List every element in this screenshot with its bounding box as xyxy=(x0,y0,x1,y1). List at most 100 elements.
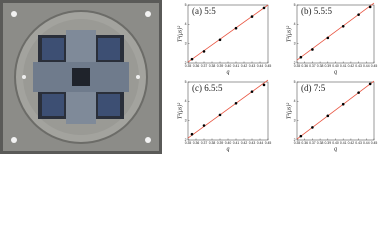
x-tick-label: 0.45 xyxy=(265,141,272,145)
x-tick-label: 0.40 xyxy=(225,64,232,68)
chart-title: (c) 6.5:5 xyxy=(192,83,223,93)
point xyxy=(262,83,266,87)
x-tick-label: 0.42 xyxy=(241,141,248,145)
point xyxy=(262,6,266,10)
point xyxy=(218,113,222,117)
y-tick-label: 2 xyxy=(294,61,296,65)
fit-line xyxy=(187,4,269,63)
x-tick-label: 0.36 xyxy=(301,141,308,145)
x-tick-label: 0.35 xyxy=(294,64,301,68)
point xyxy=(202,124,206,127)
y-tick-label: 2 xyxy=(294,138,296,142)
page: {"chart_data": [ {"type": "scatter", "ti… xyxy=(0,0,378,154)
x-tick-label: 0.37 xyxy=(201,64,208,68)
y-tick-label: 5 xyxy=(294,80,296,84)
y-tick-label: 5 xyxy=(185,80,187,84)
x-tick-label: 0.36 xyxy=(193,141,200,145)
x-tick-label: 0.38 xyxy=(209,64,216,68)
x-tick-label: 0.37 xyxy=(201,141,208,145)
point xyxy=(341,102,345,106)
x-tick-label: 0.35 xyxy=(294,141,301,145)
y-axis-label: T²(μs)² xyxy=(285,103,292,119)
y-axis-label: T²(μs)² xyxy=(176,26,183,42)
x-tick-label: 0.42 xyxy=(348,64,355,68)
point xyxy=(234,26,238,30)
y-tick-label: 3 xyxy=(185,42,187,46)
x-axis-label: q xyxy=(227,69,230,75)
point xyxy=(218,38,222,42)
x-tick-label: 0.39 xyxy=(324,64,331,68)
x-axis-label: q xyxy=(334,146,337,152)
x-tick-label: 0.41 xyxy=(340,64,347,68)
x-tick-label: 0.45 xyxy=(265,64,272,68)
point xyxy=(311,126,314,129)
y-axis-label: T²(μs)² xyxy=(285,26,292,42)
x-tick-label: 0.35 xyxy=(185,64,192,68)
x-tick-label: 0.41 xyxy=(233,141,240,145)
photo xyxy=(0,0,162,154)
chart-title: (b) 5.5:5 xyxy=(301,6,332,16)
x-axis-label: q xyxy=(227,146,230,152)
x-tick-label: 0.39 xyxy=(324,141,331,145)
x-tick-label: 0.43 xyxy=(355,64,362,68)
point xyxy=(311,48,314,51)
point xyxy=(299,134,303,138)
chart-title: (d) 7:5 xyxy=(301,83,326,93)
y-tick-label: 5 xyxy=(185,3,187,7)
y-tick-label: 5 xyxy=(294,3,296,7)
fit-line xyxy=(296,80,375,140)
point xyxy=(299,55,303,59)
fit-line xyxy=(187,79,269,139)
x-tick-label: 0.42 xyxy=(348,141,355,145)
y-tick-label: 4 xyxy=(185,99,187,103)
point xyxy=(368,5,372,9)
x-tick-label: 0.40 xyxy=(225,141,232,145)
x-axis-label: q xyxy=(334,69,337,75)
point xyxy=(368,82,372,86)
y-tick-label: 3 xyxy=(185,119,187,123)
x-tick-label: 0.35 xyxy=(185,141,192,145)
x-tick-label: 0.43 xyxy=(249,64,256,68)
x-tick-label: 0.36 xyxy=(301,64,308,68)
point xyxy=(357,91,360,94)
y-tick-label: 3 xyxy=(294,42,296,46)
y-axis-label: T²(μs)² xyxy=(176,103,183,119)
x-tick-label: 0.40 xyxy=(332,64,339,68)
y-tick-label: 4 xyxy=(185,22,187,26)
x-tick-label: 0.38 xyxy=(317,64,324,68)
x-tick-label: 0.39 xyxy=(217,64,224,68)
point xyxy=(202,50,206,53)
y-tick-label: 3 xyxy=(294,119,296,123)
point xyxy=(326,114,330,118)
point xyxy=(190,132,194,136)
point xyxy=(357,13,360,16)
point xyxy=(250,15,254,18)
x-tick-label: 0.39 xyxy=(217,141,224,145)
y-tick-label: 4 xyxy=(294,22,296,26)
x-tick-label: 0.44 xyxy=(363,141,370,145)
point xyxy=(190,57,194,61)
x-tick-label: 0.38 xyxy=(317,141,324,145)
x-tick-label: 0.38 xyxy=(209,141,216,145)
x-tick-label: 0.44 xyxy=(363,64,370,68)
point xyxy=(326,36,330,40)
x-tick-label: 0.36 xyxy=(193,64,200,68)
y-tick-label: 4 xyxy=(294,99,296,103)
y-tick-label: 2 xyxy=(185,61,187,65)
chart-title: (a) 5:5 xyxy=(192,6,216,16)
x-tick-label: 0.37 xyxy=(309,141,316,145)
x-tick-label: 0.43 xyxy=(249,141,256,145)
point xyxy=(341,24,345,28)
x-tick-label: 0.40 xyxy=(332,141,339,145)
x-tick-label: 0.45 xyxy=(371,141,378,145)
fit-line xyxy=(296,2,375,61)
x-tick-label: 0.44 xyxy=(257,64,264,68)
y-tick-label: 2 xyxy=(185,138,187,142)
x-tick-label: 0.44 xyxy=(257,141,264,145)
point xyxy=(234,101,238,105)
point xyxy=(250,90,254,93)
x-tick-label: 0.41 xyxy=(233,64,240,68)
figure: 0.35 0.36 0.37 0.38 0.39 0.40 0.41 0.42 0.43 0.44… xyxy=(0,0,378,154)
x-tick-label: 0.45 xyxy=(371,64,378,68)
x-tick-label: 0.41 xyxy=(340,141,347,145)
